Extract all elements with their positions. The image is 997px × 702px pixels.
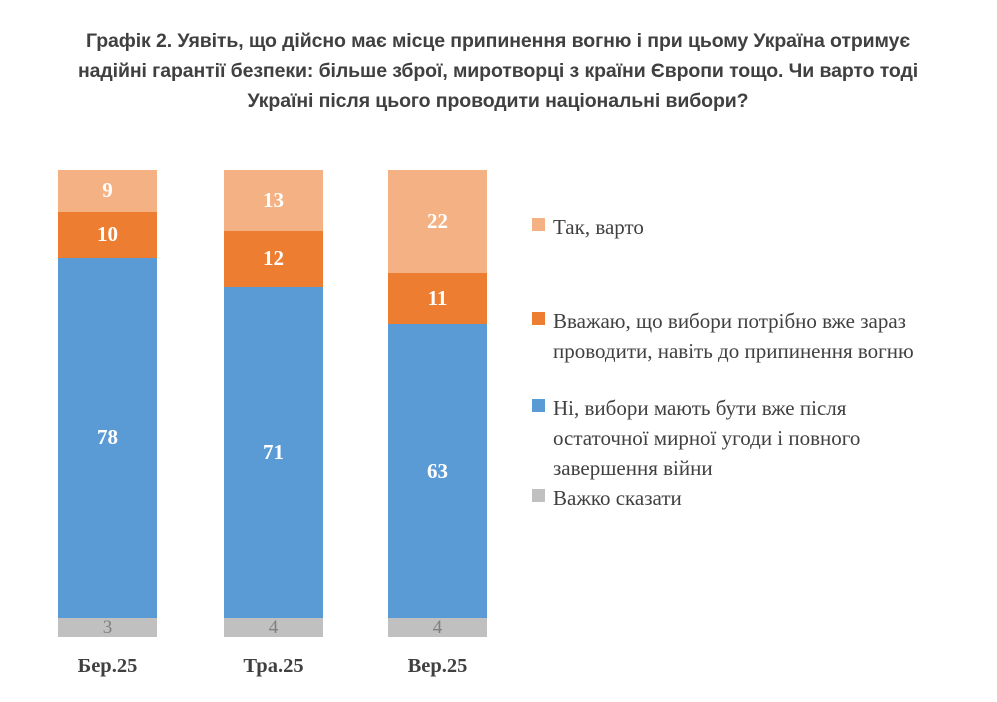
bar-segment-now[interactable]: 12 [224,230,323,287]
bar-value-label: 12 [263,246,284,271]
bar-segment-hard[interactable]: 3 [58,618,157,637]
bar-segment-now[interactable]: 11 [388,272,487,324]
bar-value-label: 4 [432,617,443,638]
bar-value-label: 3 [102,617,113,638]
bar-segment-yes[interactable]: 22 [388,170,487,273]
legend-item-no[interactable]: Ні, вибори мають бути вже після остаточн… [532,393,893,483]
bar-value-label: 22 [427,208,448,233]
bar-segment-hard[interactable]: 4 [224,618,323,637]
legend-item-label: Важко сказати [553,486,682,510]
legend-item-now[interactable]: Вважаю, що вибори потрібно вже зараз про… [532,306,945,366]
bar-value-label: 63 [427,458,448,483]
legend-item-yes[interactable]: Так, варто [532,212,644,242]
stacked-column: 22 11 63 4 [388,170,487,637]
legend-item-hard[interactable]: Важко сказати [532,483,682,513]
bar-value-label: 4 [268,617,279,638]
bar-segment-yes[interactable]: 9 [58,170,157,212]
page-title: Графік 2. Уявіть, що дійсно має місце пр… [77,30,919,112]
category-label: Вер.25 [407,655,468,677]
stacked-column: 13 12 71 4 [224,170,323,637]
category-label: Тра.25 [243,655,304,677]
legend-item-label: Вважаю, що вибори потрібно вже зараз про… [553,309,914,363]
legend-swatch-icon [532,489,545,502]
chart-plot-area: 9 10 78 3 Бер.25 13 12 71 [58,170,487,677]
bar-value-label: 13 [263,187,284,212]
bar-value-label: 9 [102,178,113,203]
bar-value-label: 11 [427,285,448,310]
bar-segment-hard[interactable]: 4 [388,618,487,637]
category-label: Бер.25 [77,655,138,677]
legend-swatch-icon [532,218,545,231]
bar-value-label: 10 [97,222,118,247]
legend-swatch-icon [532,312,545,325]
stacked-column: 9 10 78 3 [58,170,157,637]
bar-segment-now[interactable]: 10 [58,211,157,258]
bar-value-label: 71 [263,439,284,464]
bar-segment-yes[interactable]: 13 [224,170,323,231]
legend-swatch-icon [532,399,545,412]
legend-item-label: Ні, вибори мають бути вже після остаточн… [553,396,861,480]
bar-segment-no[interactable]: 78 [58,257,157,618]
bar-segment-no[interactable]: 71 [224,286,323,618]
bar-value-label: 78 [97,425,118,450]
legend-item-label: Так, варто [553,215,644,239]
bar-segment-no[interactable]: 63 [388,324,487,618]
